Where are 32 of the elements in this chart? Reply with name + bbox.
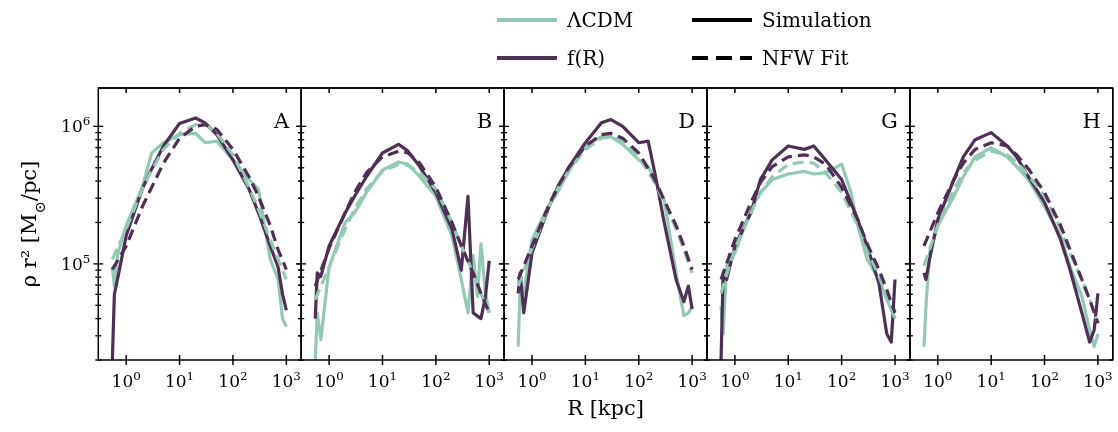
x-tick-label: 10$^{1}$ [773,369,803,391]
x-tick-label: 10$^{0}$ [517,369,547,391]
x-tick-label: 10$^{0}$ [720,369,750,391]
y-tick-label: 10$^{5}$ [61,251,91,274]
x-tick-label: 10$^{3}$ [1083,369,1113,391]
text: G [881,109,898,133]
x-tick-label: 10$^{2}$ [218,369,248,391]
text: Simulation [762,8,872,32]
text: A [273,109,291,133]
x-tick-label: 10$^{2}$ [1029,369,1060,391]
x-tick-label: 10$^{3}$ [474,369,504,391]
x-tick-label: 10$^{2}$ [421,369,451,391]
x-tick-label: 10$^{3}$ [880,369,910,391]
x-tick-label: 10$^{1}$ [367,369,398,391]
x-tick-label: 10$^{2}$ [827,369,857,391]
x-tick-label: 10$^{2}$ [624,369,654,391]
legend-label: ΛCDM [566,8,634,32]
x-tick-label: 10$^{1}$ [164,369,195,391]
x-tick-label: 10$^{3}$ [677,369,707,391]
x-tick-label: 10$^{0}$ [923,369,953,391]
text: NFW Fit [762,46,849,70]
text: D [678,109,695,133]
text: H [1082,109,1101,133]
x-tick-label: 10$^{0}$ [314,369,344,391]
y-tick-label: 10$^{6}$ [61,114,91,137]
legend-label: f(R) [567,46,606,70]
x-tick-label: 10$^{0}$ [111,369,141,391]
x-axis-title: R [kpc] [567,396,644,420]
x-tick-label: 10$^{1}$ [570,369,600,391]
text: B [476,109,493,133]
x-tick-label: 10$^{1}$ [976,369,1006,391]
x-tick-label: 10$^{3}$ [271,369,301,391]
